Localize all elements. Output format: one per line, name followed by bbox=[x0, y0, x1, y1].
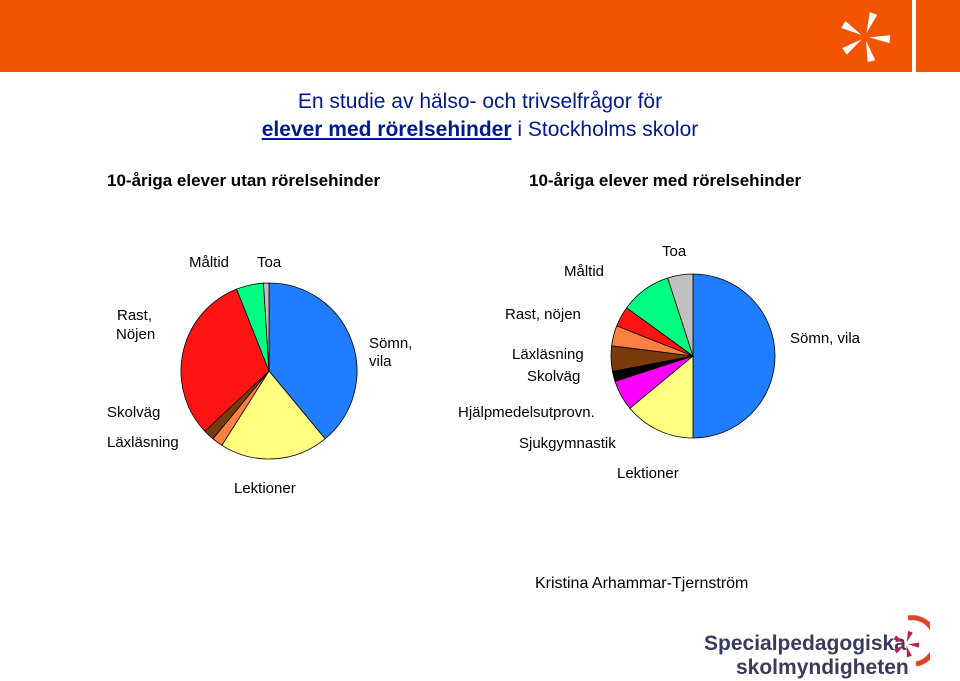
logo-line1: Specialpedagogiska bbox=[704, 632, 906, 655]
page-title-line2: elever med rörelsehinder i Stockholms sk… bbox=[0, 118, 960, 142]
pie-slice-lektioner bbox=[629, 355, 694, 439]
pie-slice-lektioner bbox=[221, 370, 326, 460]
left-label-somn-2: vila bbox=[369, 353, 392, 370]
header-bar bbox=[0, 0, 960, 72]
logo-line2: skolmyndigheten bbox=[736, 656, 909, 679]
right-label-sjukgym: Sjukgymnastik bbox=[519, 435, 616, 452]
title-bold-part: elever med rörelsehinder bbox=[261, 118, 512, 141]
left-label-somn-1: Sömn, bbox=[369, 335, 413, 352]
right-label-toa: Toa bbox=[662, 243, 687, 260]
left-label-laxlasning: Läxläsning bbox=[107, 434, 179, 451]
chart-left-title: 10-åriga elever utan rörelsehinder bbox=[107, 171, 381, 190]
title-rest-part: i Stockholms skolor bbox=[511, 118, 699, 141]
left-label-toa: Toa bbox=[257, 254, 282, 271]
header-stripe bbox=[912, 0, 916, 72]
right-label-rast: Rast, nöjen bbox=[505, 306, 581, 323]
left-label-maltid: Måltid bbox=[189, 254, 230, 271]
pie-slice-toa bbox=[263, 282, 270, 372]
left-label-rast-2: Nöjen bbox=[116, 326, 156, 343]
pie-chart-left bbox=[180, 282, 358, 460]
right-label-maltid: Måltid bbox=[564, 263, 605, 280]
agency-logo: Specialpedagogiska skolmyndigheten bbox=[700, 614, 950, 680]
left-label-rast-1: Rast, bbox=[117, 307, 153, 324]
chart-right-title: 10-åriga elever med rörelsehinder bbox=[529, 171, 802, 190]
right-label-laxlasning: Läxläsning bbox=[512, 346, 584, 363]
pie-slice-sömn-vila bbox=[268, 282, 358, 440]
right-label-somn: Sömn, vila bbox=[790, 330, 861, 347]
star-logo-icon bbox=[841, 12, 891, 63]
pie-slice-toa bbox=[667, 273, 694, 357]
pie-chart-right bbox=[610, 273, 776, 439]
right-label-skolvag: Skolväg bbox=[527, 368, 581, 385]
left-label-skolvag: Skolväg bbox=[107, 404, 161, 421]
pie-slice-rast-nöjen bbox=[180, 288, 270, 432]
pie-slice-sömn-vila bbox=[692, 273, 776, 439]
page-title-line1: En studie av hälso- och trivselfrågor fö… bbox=[297, 90, 663, 113]
logo-star-icon bbox=[893, 615, 930, 667]
right-label-hjalp: Hjälpmedelsutprovn. bbox=[458, 404, 595, 421]
left-label-lektioner: Lektioner bbox=[234, 480, 296, 497]
author-name: Kristina Arhammar-Tjernström bbox=[535, 575, 749, 592]
right-label-lektioner: Lektioner bbox=[617, 465, 679, 482]
